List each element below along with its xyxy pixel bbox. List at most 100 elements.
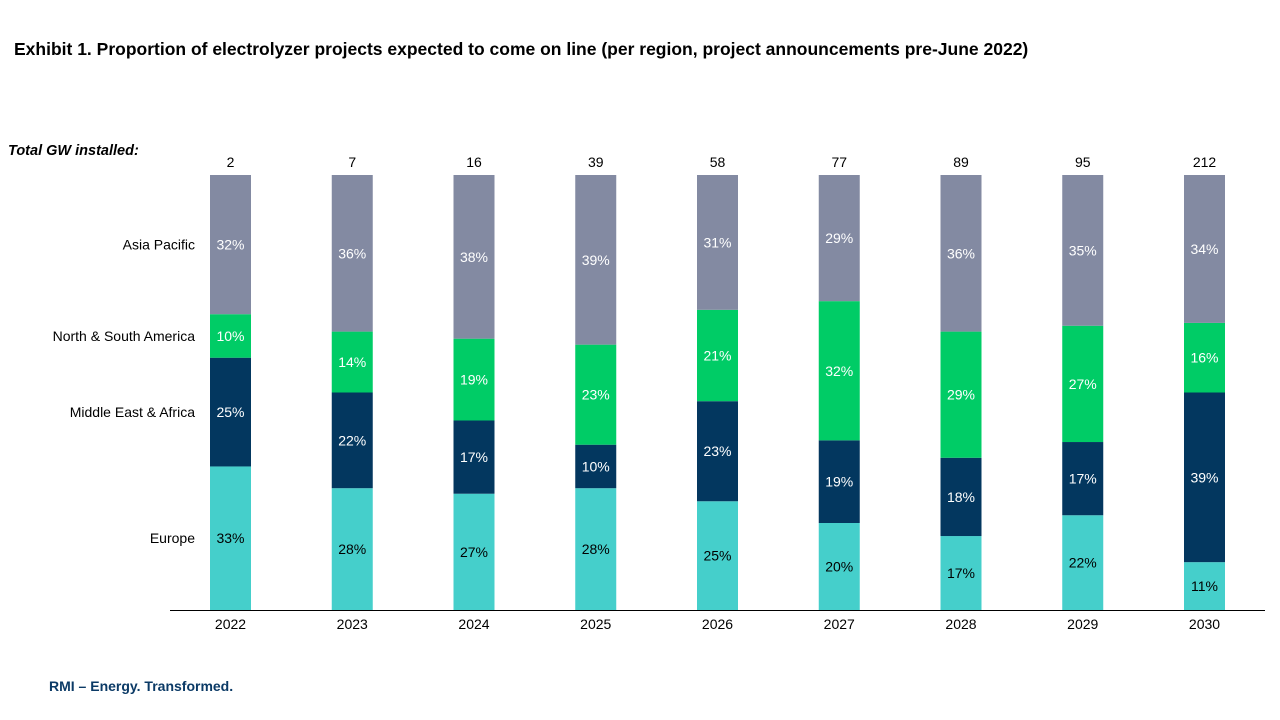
bar-asia-pacific-2030 (1184, 175, 1225, 323)
bar-north-south-america-2023 (331, 331, 373, 393)
data-label-north-south-america-2030: 16% (1190, 350, 1218, 366)
data-label-europe-2024: 27% (460, 544, 488, 560)
data-label-europe-2022: 33% (216, 530, 244, 546)
total-gw-2026: 58 (710, 154, 726, 170)
bar-north-south-america-2030 (1184, 322, 1225, 393)
chart-title: Exhibit 1. Proportion of electrolyzer pr… (14, 39, 1029, 59)
bar-middle-east-africa-2030 (1184, 392, 1225, 563)
legend-middle-east-africa: Middle East & Africa (70, 404, 195, 420)
bar-middle-east-africa-2027 (818, 440, 860, 523)
total-gw-2029: 95 (1075, 154, 1091, 170)
bar-europe-2029 (1062, 515, 1104, 610)
data-label-asia-pacific-2023: 36% (338, 245, 366, 261)
bar-middle-east-africa-2026 (697, 401, 738, 502)
data-label-middle-east-africa-2022: 25% (216, 404, 244, 420)
data-label-north-south-america-2028: 29% (947, 387, 975, 403)
x-tick-2027: 2027 (824, 616, 855, 632)
bar-middle-east-africa-2023 (331, 392, 373, 489)
data-label-north-south-america-2022: 10% (216, 328, 244, 344)
bar-north-south-america-2022 (210, 314, 251, 358)
data-label-europe-2025: 28% (582, 541, 610, 557)
legend-north-south-america: North & South America (53, 328, 196, 344)
bar-asia-pacific-2022 (210, 175, 251, 315)
legend-asia-pacific: Asia Pacific (123, 237, 195, 253)
data-label-europe-2030: 11% (1191, 578, 1218, 594)
data-label-north-south-america-2027: 32% (825, 363, 853, 379)
data-label-north-south-america-2025: 23% (582, 387, 610, 403)
data-label-north-south-america-2024: 19% (460, 372, 488, 388)
bar-europe-2022 (210, 466, 251, 610)
x-tick-2026: 2026 (702, 616, 733, 632)
data-label-middle-east-africa-2024: 17% (460, 449, 488, 465)
data-label-asia-pacific-2030: 34% (1190, 241, 1218, 257)
bar-europe-2030 (1184, 562, 1225, 610)
data-label-europe-2027: 20% (825, 559, 853, 575)
total-gw-2024: 16 (466, 154, 482, 170)
bar-europe-2023 (331, 488, 373, 610)
bar-north-south-america-2029 (1062, 325, 1104, 443)
data-label-north-south-america-2023: 14% (338, 354, 366, 370)
bar-middle-east-africa-2028 (940, 457, 982, 537)
bar-middle-east-africa-2025 (575, 444, 617, 489)
data-label-europe-2026: 25% (703, 548, 731, 564)
data-label-asia-pacific-2029: 35% (1069, 242, 1097, 258)
bars-layer (210, 175, 1225, 610)
bar-europe-2027 (818, 523, 860, 610)
bar-middle-east-africa-2029 (1062, 442, 1104, 516)
bar-europe-2028 (940, 536, 982, 610)
data-label-asia-pacific-2027: 29% (825, 230, 853, 246)
bar-asia-pacific-2024 (453, 175, 495, 339)
total-gw-2025: 39 (588, 154, 604, 170)
bar-asia-pacific-2028 (940, 175, 982, 332)
data-label-middle-east-africa-2030: 39% (1190, 469, 1218, 485)
data-label-middle-east-africa-2023: 22% (338, 432, 366, 448)
data-label-middle-east-africa-2028: 18% (947, 489, 975, 505)
data-label-middle-east-africa-2025: 10% (582, 458, 610, 474)
bar-asia-pacific-2025 (575, 175, 617, 345)
bar-north-south-america-2024 (453, 338, 495, 421)
data-label-middle-east-africa-2027: 19% (825, 474, 853, 490)
data-label-europe-2023: 28% (338, 541, 366, 557)
x-tick-2030: 2030 (1189, 616, 1220, 632)
bar-north-south-america-2026 (697, 309, 738, 402)
bar-europe-2025 (575, 488, 617, 610)
bar-middle-east-africa-2022 (210, 357, 251, 467)
data-label-asia-pacific-2022: 32% (216, 237, 244, 253)
data-label-north-south-america-2026: 21% (703, 348, 731, 364)
bar-asia-pacific-2023 (331, 175, 373, 332)
total-gw-2028: 89 (953, 154, 969, 170)
x-tick-2024: 2024 (458, 616, 489, 632)
total-gw-label: Total GW installed: (8, 143, 139, 159)
data-label-europe-2028: 17% (947, 565, 975, 581)
bar-asia-pacific-2029 (1062, 175, 1104, 326)
data-label-asia-pacific-2028: 36% (947, 245, 975, 261)
labels-layer: 33% 25% 10% 32% 2 2022 28% 22% 14% 36% 7 2023 27% 17%… (53, 154, 1221, 632)
total-gw-2022: 2 (227, 154, 235, 170)
bar-north-south-america-2028 (940, 331, 982, 458)
bar-europe-2026 (697, 501, 738, 610)
bar-north-south-america-2025 (575, 344, 617, 445)
data-label-middle-east-africa-2029: 17% (1069, 471, 1097, 487)
footer-brand: RMI – Energy. Transformed. (49, 678, 234, 694)
data-label-europe-2029: 22% (1069, 555, 1097, 571)
total-gw-2027: 77 (831, 154, 847, 170)
x-tick-2028: 2028 (945, 616, 976, 632)
bar-asia-pacific-2027 (818, 175, 860, 302)
x-tick-2025: 2025 (580, 616, 611, 632)
data-label-middle-east-africa-2026: 23% (703, 443, 731, 459)
bar-middle-east-africa-2024 (453, 420, 495, 494)
data-label-asia-pacific-2024: 38% (460, 249, 488, 265)
data-label-north-south-america-2029: 27% (1069, 376, 1097, 392)
bar-asia-pacific-2026 (697, 175, 738, 310)
x-tick-2023: 2023 (337, 616, 368, 632)
legend-europe: Europe (150, 530, 195, 546)
x-tick-2029: 2029 (1067, 616, 1098, 632)
bar-north-south-america-2027 (818, 301, 860, 441)
data-label-asia-pacific-2026: 31% (703, 234, 731, 250)
x-tick-2022: 2022 (215, 616, 246, 632)
total-gw-2023: 7 (348, 154, 356, 170)
total-gw-2030: 212 (1193, 154, 1217, 170)
bar-europe-2024 (453, 493, 495, 610)
data-label-asia-pacific-2025: 39% (582, 252, 610, 268)
